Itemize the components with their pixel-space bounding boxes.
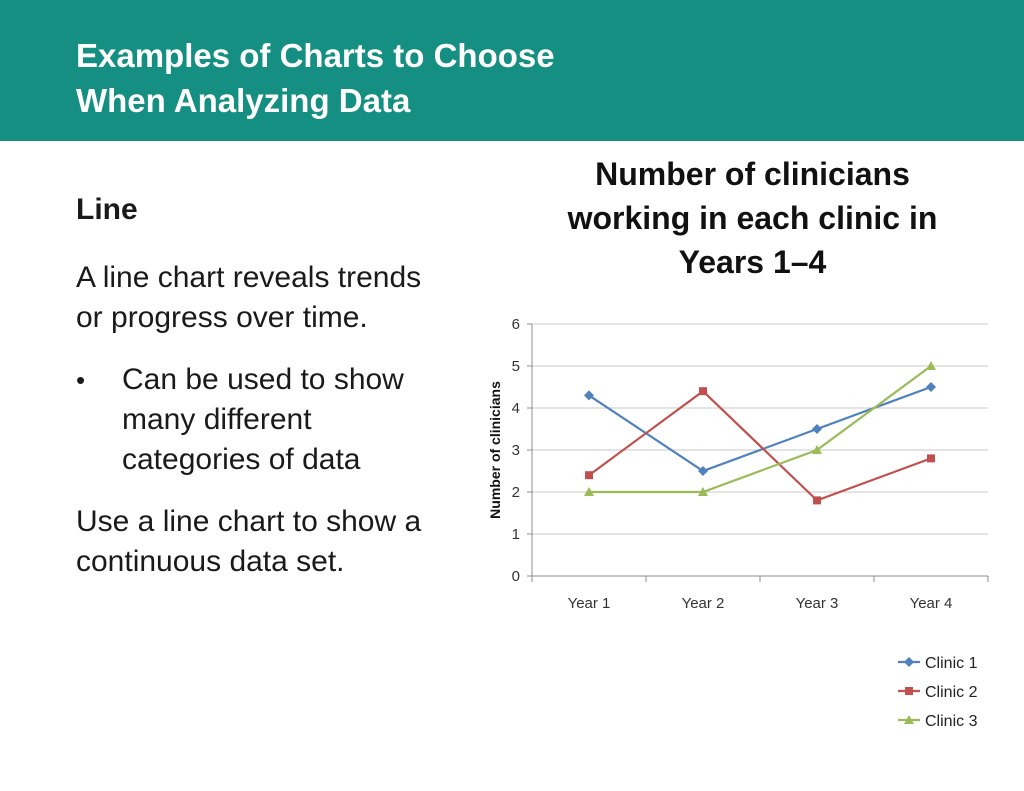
x-tick-label: Year 3 <box>796 595 839 612</box>
legend-label: Clinic 3 <box>925 713 978 730</box>
x-tick-label: Year 2 <box>682 595 725 612</box>
data-point <box>698 466 708 476</box>
bullet-mark: • <box>76 365 86 395</box>
closing-paragraph: Use a line chart to show a continuous da… <box>76 505 422 578</box>
data-point <box>927 454 935 463</box>
data-point <box>584 390 594 401</box>
data-point <box>812 424 822 434</box>
y-tick-label: 5 <box>512 358 520 375</box>
data-point <box>905 687 913 695</box>
data-point <box>813 496 821 505</box>
section-heading: Line <box>76 193 138 226</box>
y-tick-label: 6 <box>512 316 520 333</box>
y-tick-label: 3 <box>512 442 520 459</box>
intro-paragraph: A line chart reveals trends or progress … <box>76 261 422 334</box>
data-point <box>926 361 936 370</box>
legend-label: Clinic 1 <box>925 655 978 672</box>
text-column: Line A line chart reveals trends or prog… <box>76 190 456 604</box>
y-tick-label: 4 <box>512 400 520 417</box>
legend-label: Clinic 2 <box>925 684 978 701</box>
series-line <box>588 389 932 502</box>
data-point <box>926 382 936 392</box>
y-tick-label: 1 <box>512 526 520 543</box>
data-point <box>699 387 707 396</box>
data-point <box>904 715 914 724</box>
y-tick-label: 2 <box>512 484 520 501</box>
y-tick-label: 0 <box>512 568 520 585</box>
data-point <box>904 657 914 667</box>
data-point <box>585 471 593 480</box>
slide-title: Examples of Charts to Choose When Analyz… <box>76 37 555 119</box>
series-line <box>588 385 932 473</box>
line-chart: 0 1 2 3 4 5 6 Year 1 Year 2 Year 3 Year 4 Clinic 1… <box>487 316 989 730</box>
data-point <box>584 487 594 496</box>
data-point <box>812 445 822 454</box>
data-point <box>698 487 708 496</box>
bullet-item: • Can be used to show many different cat… <box>76 360 456 480</box>
title-banner: Examples of Charts to Choose When Analyz… <box>0 0 1024 141</box>
series-line <box>589 365 932 494</box>
x-tick-label: Year 4 <box>910 595 953 612</box>
chart-title: Number of clinicians working in each cli… <box>567 156 938 280</box>
y-axis-label: Number of clinicians <box>487 381 503 519</box>
bullet-text: Can be used to show many different categ… <box>122 363 404 476</box>
x-tick-label: Year 1 <box>568 595 611 612</box>
